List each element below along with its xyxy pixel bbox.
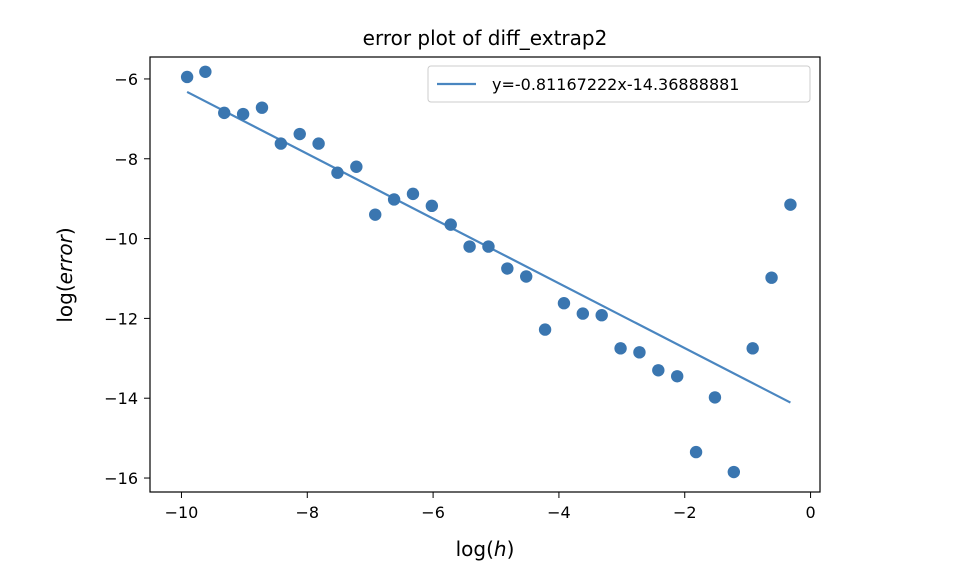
axes-frame: [149, 56, 821, 493]
data-point: [236, 107, 250, 121]
y-axis-label: log(error): [53, 227, 77, 322]
y-tick-label: −10: [104, 230, 138, 249]
x-axis-label: log(h): [456, 537, 515, 561]
data-point: [199, 65, 212, 78]
data-point: [312, 137, 325, 150]
data-point: [406, 187, 420, 201]
y-tick-label: −8: [114, 150, 138, 169]
data-point: [180, 70, 194, 84]
data-point: [501, 262, 514, 275]
data-point: [557, 297, 571, 310]
legend-box: [427, 65, 811, 103]
y-tick-label: −12: [104, 309, 138, 328]
data-point: [595, 309, 608, 322]
data-point: [463, 240, 476, 253]
x-tick-label: −8: [295, 503, 319, 522]
data-point: [444, 218, 457, 231]
data-point: [520, 270, 533, 283]
data-point: [274, 137, 288, 150]
data-point: [387, 193, 401, 206]
y-tick-label: −14: [104, 389, 138, 408]
data-point: [708, 391, 722, 404]
x-tick-label: −2: [673, 503, 697, 522]
legend: y=-0.81167222x-14.36888881: [427, 65, 811, 103]
data-point: [614, 342, 627, 355]
data-point: [784, 198, 797, 211]
data-point: [350, 160, 363, 173]
legend-label: y=-0.81167222x-14.36888881: [492, 75, 739, 94]
data-point: [331, 166, 344, 179]
data-point: [652, 364, 665, 377]
x-tick-label: −4: [547, 503, 571, 522]
plot-area: [149, 56, 821, 493]
data-point: [255, 101, 269, 114]
data-point: [538, 323, 552, 336]
x-tick-label: −10: [165, 503, 199, 522]
data-point: [746, 342, 759, 355]
data-point: [633, 346, 646, 359]
data-point: [765, 271, 778, 284]
chart-title: error plot of diff_extrap2: [363, 26, 608, 50]
x-tick-label: −6: [421, 503, 445, 522]
x-tick-label: 0: [805, 503, 815, 522]
data-point: [670, 370, 684, 383]
data-points: [180, 65, 797, 479]
data-point: [576, 307, 590, 320]
y-axis: −6 −8 −10 −12 −14 −16: [104, 70, 150, 488]
data-point: [689, 445, 703, 459]
data-point: [369, 208, 382, 221]
y-tick-label: −6: [114, 70, 138, 89]
x-axis: −10 −8 −6 −4 −2 0: [165, 492, 816, 522]
data-point: [482, 240, 495, 253]
data-point: [425, 199, 439, 213]
data-point: [727, 465, 741, 479]
data-point: [293, 127, 306, 141]
data-point: [218, 106, 231, 120]
y-tick-label: −16: [104, 469, 138, 488]
